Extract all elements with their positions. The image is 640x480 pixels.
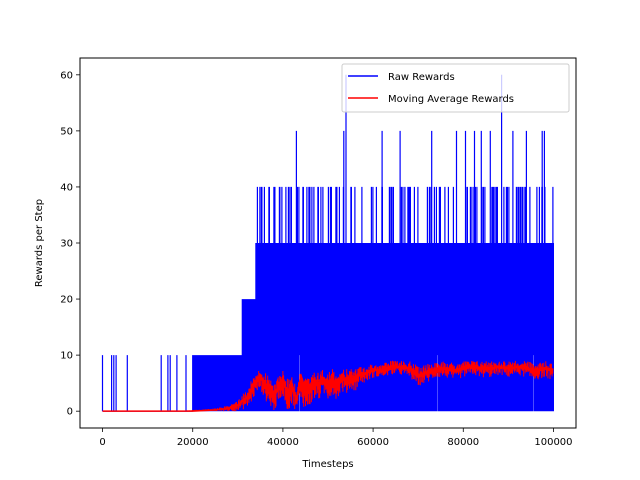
y-tick-label: 20 xyxy=(60,295,73,306)
y-tick-label: 60 xyxy=(60,70,73,81)
x-axis-ticks: 0 20000 40000 60000 80000 100000 xyxy=(99,428,573,448)
y-tick-label: 0 xyxy=(67,407,73,418)
legend-raw-rewards-label: Raw Rewards xyxy=(388,72,455,83)
x-tick-label: 0 xyxy=(99,437,105,448)
y-axis-label: Rewards per Step xyxy=(34,199,45,287)
legend-box xyxy=(341,63,570,113)
legend: Raw Rewards Moving Average Rewards xyxy=(341,63,570,113)
y-axis-ticks: 0 10 20 30 40 50 60 xyxy=(60,70,80,418)
x-tick-label: 100000 xyxy=(534,437,572,448)
y-tick-label: 30 xyxy=(60,239,73,250)
x-tick-label: 40000 xyxy=(267,437,299,448)
x-tick-label: 20000 xyxy=(177,437,209,448)
y-tick-label: 10 xyxy=(60,351,73,362)
y-tick-label: 40 xyxy=(60,182,73,193)
x-tick-label: 80000 xyxy=(447,437,479,448)
x-tick-label: 60000 xyxy=(357,437,389,448)
y-tick-label: 50 xyxy=(60,126,73,137)
moving-average-series xyxy=(102,360,554,412)
x-axis-label: Timesteps xyxy=(301,459,353,470)
legend-moving-average-label: Moving Average Rewards xyxy=(388,94,514,105)
moving-average-line xyxy=(102,365,554,412)
